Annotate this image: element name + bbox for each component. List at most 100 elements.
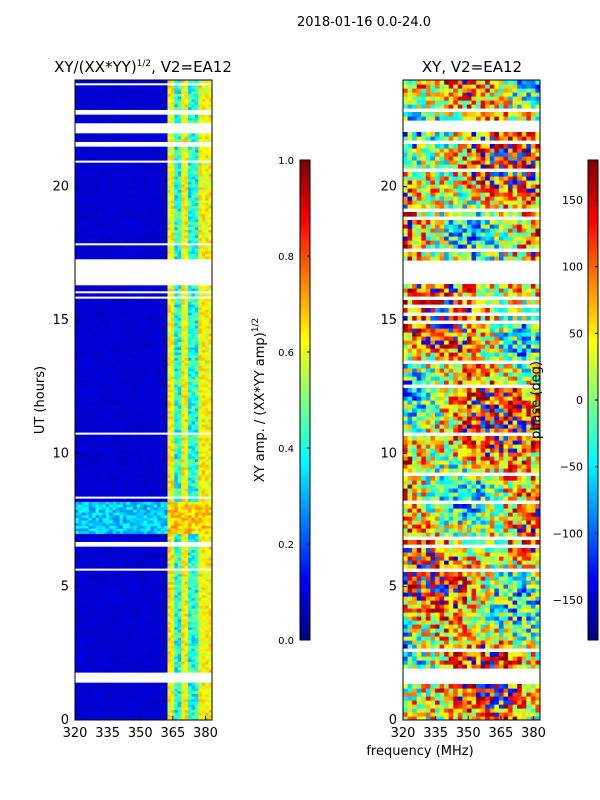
heatmap-cell [164,645,169,649]
heatmap-cell [122,597,127,601]
heatmap-cell [95,669,100,673]
heatmap-cell [150,490,155,494]
heatmap-cell [116,400,121,404]
heatmap-cell [191,589,196,593]
heatmap-cell [88,373,93,377]
heatmap-cell [136,570,141,574]
heatmap-cell [205,616,210,620]
heatmap-cell [81,402,86,406]
heatmap-cell [201,538,206,542]
heatmap-cell [78,664,83,668]
heatmap-cell [184,554,189,558]
heatmap-cell [105,656,110,660]
heatmap-cell [98,685,103,689]
heatmap-cell [85,405,90,409]
heatmap-cell [88,576,93,580]
heatmap-cell [143,664,148,668]
heatmap-cell [201,410,206,414]
heatmap-cell [181,485,186,489]
heatmap-cell [122,437,127,441]
heatmap-cell [188,693,193,697]
heatmap-cell [78,554,83,558]
heatmap-cell [174,490,179,494]
heatmap-cell [136,520,141,524]
heatmap-cell [116,434,121,438]
heatmap-cell [170,589,175,593]
heatmap-cell [201,493,206,497]
heatmap-cell [194,589,199,593]
heatmap-cell [181,613,186,617]
heatmap-cell [164,413,169,417]
heatmap-cell [150,480,155,484]
heatmap-cell [133,472,138,476]
heatmap-cell [164,562,169,566]
heatmap-cell [160,386,165,390]
heatmap-cell [116,525,121,529]
heatmap-cell [119,602,124,606]
heatmap-cell [140,712,145,716]
heatmap-cell [205,472,210,476]
heatmap-cell [136,573,141,577]
heatmap-cell [205,621,210,625]
heatmap-cell [164,693,169,697]
heatmap-cell [153,626,158,630]
heatmap-cell [157,618,162,622]
heatmap-cell [78,426,83,430]
heatmap-cell [157,594,162,598]
heatmap-cell [95,557,100,561]
heatmap-cell [143,640,148,644]
heatmap-cell [98,592,103,596]
heatmap-cell [174,552,179,556]
heatmap-cell [85,690,90,694]
heatmap-cell [188,528,193,532]
heatmap-cell [143,624,148,628]
heatmap-cell [205,530,210,534]
heatmap-cell [181,386,186,390]
heatmap-cell [170,602,175,606]
heatmap-cell [112,466,117,470]
heatmap-cell [170,698,175,702]
heatmap-cell [167,429,172,433]
heatmap-cell [146,514,151,518]
heatmap-cell [85,624,90,628]
heatmap-cell [181,554,186,558]
heatmap-cell [201,573,206,577]
heatmap-cell [184,517,189,521]
heatmap-cell [198,469,203,473]
heatmap-cell [167,578,172,582]
heatmap-cell [157,474,162,478]
heatmap-cell [174,482,179,486]
heatmap-cell [146,696,151,700]
heatmap-cell [198,616,203,620]
heatmap-cell [119,640,124,644]
heatmap-cell [184,666,189,670]
heatmap-cell [205,712,210,716]
heatmap-cell [129,378,134,382]
heatmap-cell [150,640,155,644]
heatmap-cell [85,408,90,412]
heatmap-cell [153,525,158,529]
heatmap-cell [75,546,80,550]
heatmap-cell [174,645,179,649]
heatmap-cell [75,408,80,412]
heatmap-cell [167,381,172,385]
heatmap-cell [98,408,103,412]
heatmap-cell [143,616,148,620]
heatmap-cell [160,442,165,446]
heatmap-cell [95,453,100,457]
heatmap-cell [146,410,151,414]
heatmap-cell [181,714,186,718]
heatmap-cell [184,618,189,622]
heatmap-cell [201,525,206,529]
heatmap-cell [119,562,124,566]
heatmap-cell [78,397,83,401]
heatmap-cell [167,376,172,380]
heatmap-cell [157,626,162,630]
heatmap-cell [119,573,124,577]
heatmap-cell [170,570,175,574]
heatmap-cell [81,597,86,601]
heatmap-cell [198,693,203,697]
heatmap-cell [112,392,117,396]
heatmap-cell [85,704,90,708]
heatmap-cell [143,512,148,516]
